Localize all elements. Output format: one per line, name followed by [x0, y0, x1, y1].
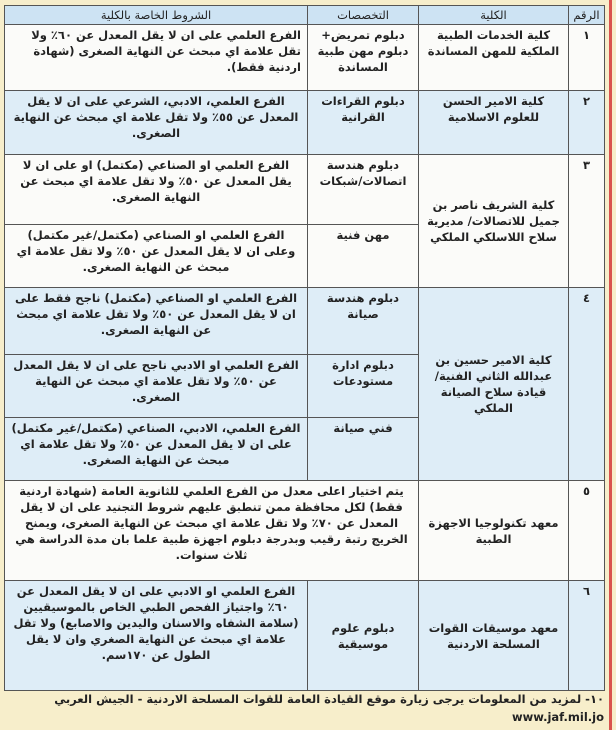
conditions-cell: الفرع العلمي او الادبي على ان لا يقل الم…	[4, 580, 308, 691]
specialty-cell: دبلوم هندسة صيانة	[307, 287, 419, 355]
college-cell: معهد موسيقات القوات المسلحة الاردنية	[418, 580, 569, 691]
college-cell: كلية الامير حسين بن عبدالله الثاني الفني…	[418, 287, 569, 481]
table-row: ٤ كلية الامير حسين بن عبدالله الثاني الف…	[4, 287, 605, 481]
college-cell: معهد تكنولوجيا الاجهزة الطبية	[418, 480, 569, 581]
table-row: ٦ معهد موسيقات القوات المسلحة الاردنية د…	[4, 580, 605, 691]
colleges-table: الرقم الكلية التخصصات الشروط الخاصة بالك…	[4, 5, 605, 691]
table-row: ٣ كلية الشريف ناصر بن جميل للاتصالات/ مد…	[4, 154, 605, 288]
specialty-cell: دبلوم ادارة مستودعات	[307, 354, 419, 418]
specialty-cell: فني صيانة	[307, 417, 419, 481]
conditions-cell: الفرع العلمي او الادبي ناجح على ان لا يق…	[4, 354, 308, 418]
table-header: الرقم الكلية التخصصات الشروط الخاصة بالك…	[4, 5, 605, 25]
header-college: الكلية	[418, 5, 569, 25]
specialty-cell: دبلوم هندسة اتصالات/شبكات	[307, 154, 419, 225]
conditions-cell: يتم اختيار اعلى معدل من الفرع العلمي للث…	[4, 480, 419, 581]
page-edge-line	[609, 0, 612, 730]
specialty-cell: دبلوم علوم موسيقية	[307, 580, 419, 691]
college-cell: كلية الخدمات الطبية الملكية للمهن المسان…	[418, 24, 569, 91]
rank-cell: ٢	[568, 90, 605, 155]
specialty-cell: دبلوم القراءات القرانية	[307, 90, 419, 155]
table-row: ٢ كلية الامير الحسن للعلوم الاسلامية دبل…	[4, 90, 605, 155]
college-cell: كلية الشريف ناصر بن جميل للاتصالات/ مدير…	[418, 154, 569, 288]
rank-cell: ٣	[568, 154, 605, 288]
specialty-cell: مهن فنية	[307, 224, 419, 288]
table-row: ١ كلية الخدمات الطبية الملكية للمهن المس…	[4, 24, 605, 91]
header-conditions: الشروط الخاصة بالكلية	[4, 5, 308, 25]
conditions-cell: الفرع العلمي، الادبي، الشرعي على ان لا ي…	[4, 90, 308, 155]
header-rank: الرقم	[568, 5, 605, 25]
specialty-cell: دبلوم تمريض+ دبلوم مهن طبية المساندة	[307, 24, 419, 91]
conditions-cell: الفرع العلمي، الادبي، الصناعي (مكتمل/غير…	[4, 417, 308, 481]
conditions-cell: الفرع العلمي او الصناعي (مكتمل) او على ا…	[4, 154, 308, 225]
rank-cell: ٦	[568, 580, 605, 691]
footnote: ١٠- لمزيد من المعلومات يرجى زيارة موقع ا…	[54, 692, 604, 724]
conditions-cell: الفرع العلمي او الصناعي (مكتمل) ناجح فقط…	[4, 287, 308, 355]
rank-cell: ١	[568, 24, 605, 91]
rank-cell: ٥	[568, 480, 605, 581]
conditions-cell: الفرع العلمي على ان لا يقل المعدل عن ٦٠٪…	[4, 24, 308, 91]
table-row: ٥ معهد تكنولوجيا الاجهزة الطبية يتم اختي…	[4, 480, 605, 581]
conditions-cell: الفرع العلمي او الصناعي (مكتمل/غير مكتمل…	[4, 224, 308, 288]
header-specialties: التخصصات	[307, 5, 419, 25]
rank-cell: ٤	[568, 287, 605, 481]
college-cell: كلية الامير الحسن للعلوم الاسلامية	[418, 90, 569, 155]
